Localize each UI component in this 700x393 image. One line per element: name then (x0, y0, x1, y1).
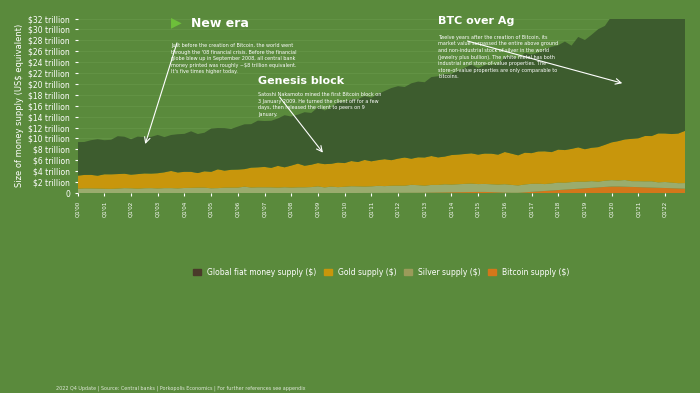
Text: 2022 Q4 Update | Source: Central banks | Porkopolis Economics | For further refe: 2022 Q4 Update | Source: Central banks |… (56, 385, 305, 391)
Legend: Global fiat money supply ($), Gold supply ($), Silver supply ($), Bitcoin supply: Global fiat money supply ($), Gold suppl… (190, 265, 573, 280)
Text: Twelve years after the creation of Bitcoin, its
market value surpassed the entir: Twelve years after the creation of Bitco… (438, 35, 559, 79)
Text: BTC over Ag: BTC over Ag (438, 16, 514, 26)
Text: Satoshi Nakamoto mined the first Bitcoin block on
3 January 2009. He turned the : Satoshi Nakamoto mined the first Bitcoin… (258, 92, 382, 117)
Y-axis label: Size of money supply (US$ equivalent): Size of money supply (US$ equivalent) (15, 24, 24, 187)
Text: Genesis block: Genesis block (258, 76, 344, 86)
Text: Just before the creation of Bitcoin, the world went
through the '08 financial cr: Just before the creation of Bitcoin, the… (171, 43, 297, 74)
Text: New era: New era (191, 17, 249, 30)
Text: ▶: ▶ (171, 16, 182, 30)
